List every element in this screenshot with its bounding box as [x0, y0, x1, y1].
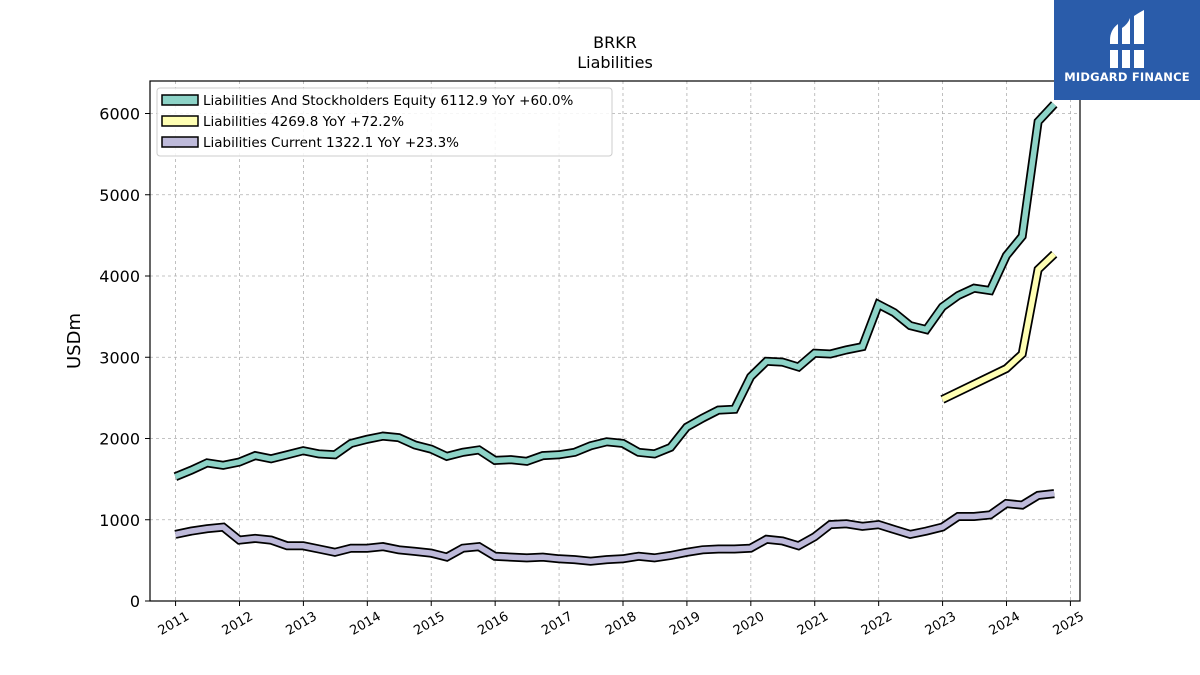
series-line	[174, 490, 1055, 564]
x-tick-label: 2015	[411, 609, 447, 639]
y-tick-label: 4000	[99, 267, 140, 286]
x-tick-label: 2023	[923, 609, 959, 639]
x-tick-label: 2018	[603, 609, 639, 639]
legend-label: Liabilities Current 1322.1 YoY +23.3%	[203, 135, 459, 151]
x-tick-label: 2016	[475, 609, 511, 639]
brand-logo: MIDGARD FINANCE	[1054, 0, 1200, 100]
legend-swatch	[161, 115, 199, 127]
x-axis: 2011 2012 2013 2014 2015 2016 2017 2018 2019 2020…	[156, 601, 1087, 639]
grid	[150, 81, 1080, 602]
x-tick-label: 2013	[284, 609, 320, 639]
x-tick-label: 2014	[347, 609, 383, 639]
y-axis-label: USDm	[64, 313, 85, 369]
series-line-outline	[173, 101, 1058, 481]
series-line	[174, 102, 1057, 480]
y-axis: 0 1000 2000 3000 4000 5000 6000	[99, 105, 150, 611]
x-tick-label: 2022	[859, 609, 895, 639]
brand-name: MIDGARD FINANCE	[1064, 70, 1190, 84]
brand-mark-icon	[1108, 10, 1146, 68]
plot-frame	[149, 80, 1081, 602]
y-tick-label: 0	[130, 592, 140, 611]
y-tick-label: 1000	[99, 511, 140, 530]
series-layer	[173, 101, 1058, 566]
series-2	[174, 489, 1055, 566]
chart-subtitle: Liabilities	[577, 53, 653, 72]
x-tick-label: 2019	[667, 609, 703, 639]
series-line	[941, 252, 1057, 402]
x-tick-label: 2017	[539, 609, 575, 639]
x-tick-label: 2024	[987, 609, 1023, 639]
legend-box	[156, 87, 613, 157]
series-0	[173, 101, 1058, 481]
legend-label: Liabilities 4269.8 YoY +72.2%	[203, 114, 404, 130]
legend-swatch	[161, 94, 199, 106]
y-tick-label: 3000	[99, 348, 140, 367]
x-tick-label: 2025	[1051, 609, 1087, 639]
legend-swatch	[161, 136, 199, 148]
x-tick-label: 2021	[795, 609, 831, 639]
y-tick-label: 2000	[99, 430, 140, 449]
legend-label: Liabilities And Stockholders Equity 6112…	[203, 93, 573, 109]
x-tick-label: 2012	[220, 609, 256, 639]
x-tick-label: 2011	[156, 609, 192, 639]
series-1	[940, 250, 1058, 404]
y-tick-label: 5000	[99, 186, 140, 205]
y-tick-label: 6000	[99, 105, 140, 124]
series-line-outline	[174, 489, 1055, 566]
legend: Liabilities And Stockholders Equity 6112…	[156, 87, 613, 157]
x-tick-label: 2020	[731, 609, 767, 639]
chart-title: BRKR	[593, 33, 637, 52]
